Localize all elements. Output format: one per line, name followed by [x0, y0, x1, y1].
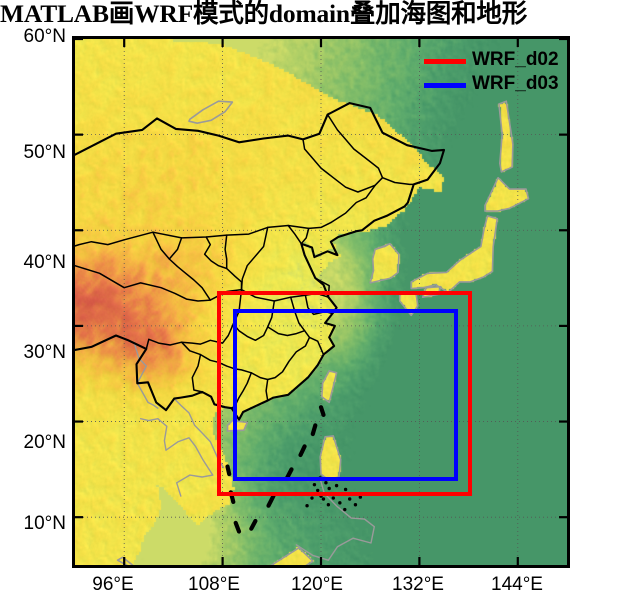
- x-axis-label-0: 96°E: [92, 574, 134, 595]
- wrf-d03-domain-rect[interactable]: [233, 309, 458, 481]
- legend-label-d03: WRF_d03: [472, 73, 559, 94]
- y-axis-label-1: 50°N: [23, 142, 66, 163]
- wrf-d02-domain-rect[interactable]: [217, 291, 472, 496]
- y-axis-label-0: 60°N: [23, 26, 66, 47]
- legend-item-d03[interactable]: WRF_d03: [424, 73, 564, 98]
- legend-label-d02: WRF_d02: [472, 49, 559, 70]
- y-axis-label-4: 20°N: [23, 432, 66, 453]
- x-axis-label-3: 132°E: [392, 574, 444, 595]
- legend-item-d02[interactable]: WRF_d02: [424, 49, 564, 74]
- y-axis-label-2: 40°N: [23, 252, 66, 273]
- map-vector-overlay: [75, 39, 567, 565]
- legend-line-d03: [424, 83, 466, 88]
- legend-line-d02: [424, 59, 466, 64]
- y-axis-label-3: 30°N: [23, 342, 66, 363]
- legend: WRF_d02 WRF_d03: [424, 49, 564, 100]
- figure-title: MATLAB画WRF模式的domain叠加海图和地形: [0, 0, 528, 28]
- x-axis-label-1: 108°E: [188, 574, 240, 595]
- x-axis-label-2: 120°E: [291, 574, 343, 595]
- y-axis-label-5: 10°N: [23, 513, 66, 534]
- x-axis-label-4: 144°E: [491, 574, 543, 595]
